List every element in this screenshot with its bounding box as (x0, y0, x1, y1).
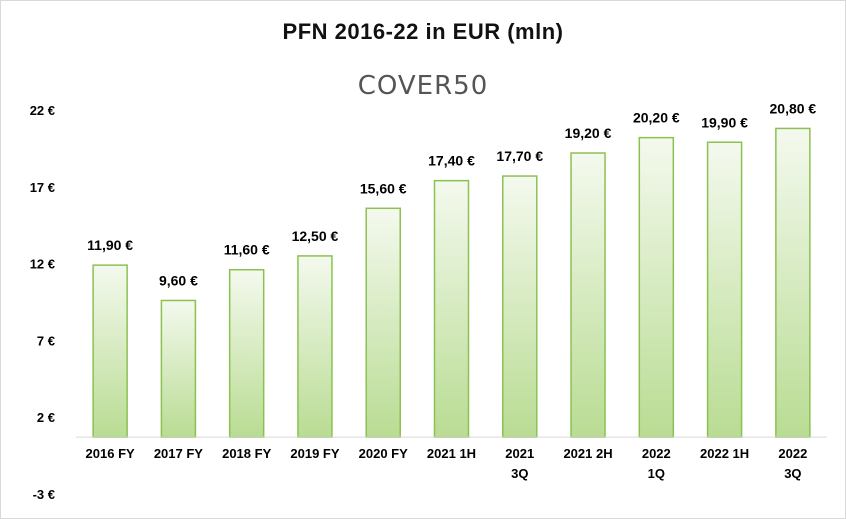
data-label: 20,80 € (770, 100, 817, 116)
x-tick-label: 2022 (642, 446, 671, 461)
data-labels: 11,90 € 9,60 € 11,60 € 12,50 € 15,60 € 17,40 … (87, 100, 816, 288)
x-tick-label: 2018 FY (222, 446, 271, 461)
data-label: 19,20 € (565, 125, 612, 141)
x-tick-label: 2021 1H (427, 446, 476, 461)
data-label: 17,40 € (428, 153, 475, 169)
x-tick-label: 3Q (511, 466, 528, 481)
x-axis: 2016 FY 2017 FY 2018 FY 2019 FY 2020 FY 2021 … (86, 446, 808, 481)
y-tick-label: 17 € (30, 180, 55, 195)
y-tick-label: 2 € (37, 410, 55, 425)
x-tick-label: 3Q (784, 466, 801, 481)
data-label: 12,50 € (292, 228, 339, 244)
data-label: 11,60 € (224, 242, 270, 258)
data-label: 20,20 € (633, 110, 680, 126)
data-label: 15,60 € (360, 180, 407, 196)
bar (433, 179, 470, 438)
cover50-logo: COVER50 (357, 71, 489, 101)
data-label: 9,60 € (159, 272, 198, 288)
bar (638, 136, 675, 438)
data-label: 17,70 € (496, 148, 543, 164)
bar (706, 141, 743, 438)
bar (297, 255, 333, 438)
bar (92, 264, 128, 438)
x-tick-label: 2021 (505, 446, 534, 461)
x-tick-label: 2021 2H (563, 446, 612, 461)
data-label: 19,90 € (701, 114, 748, 130)
bars (92, 127, 811, 438)
y-tick-label: 7 € (37, 333, 55, 348)
x-tick-label: 2022 (778, 446, 807, 461)
x-tick-label: 1Q (648, 466, 665, 481)
y-tick-label: -3 € (33, 487, 55, 502)
bar (160, 299, 197, 438)
chart-title: PFN 2016-22 in EUR (mln) (282, 19, 564, 44)
bar (228, 268, 265, 438)
x-tick-label: 2016 FY (86, 446, 135, 461)
x-tick-label: 2017 FY (154, 446, 203, 461)
y-tick-label: 12 € (30, 257, 55, 272)
bar (570, 152, 606, 438)
x-tick-label: 2022 1H (700, 446, 749, 461)
bar (365, 207, 401, 438)
y-axis: -3 € 2 € 7 € 12 € 17 € 22 € (30, 103, 55, 502)
x-tick-label: 2020 FY (359, 446, 408, 461)
bar (775, 127, 811, 438)
data-label: 11,90 € (87, 237, 133, 253)
y-tick-label: 22 € (30, 103, 55, 118)
x-tick-label: 2019 FY (290, 446, 339, 461)
bar (502, 175, 538, 438)
